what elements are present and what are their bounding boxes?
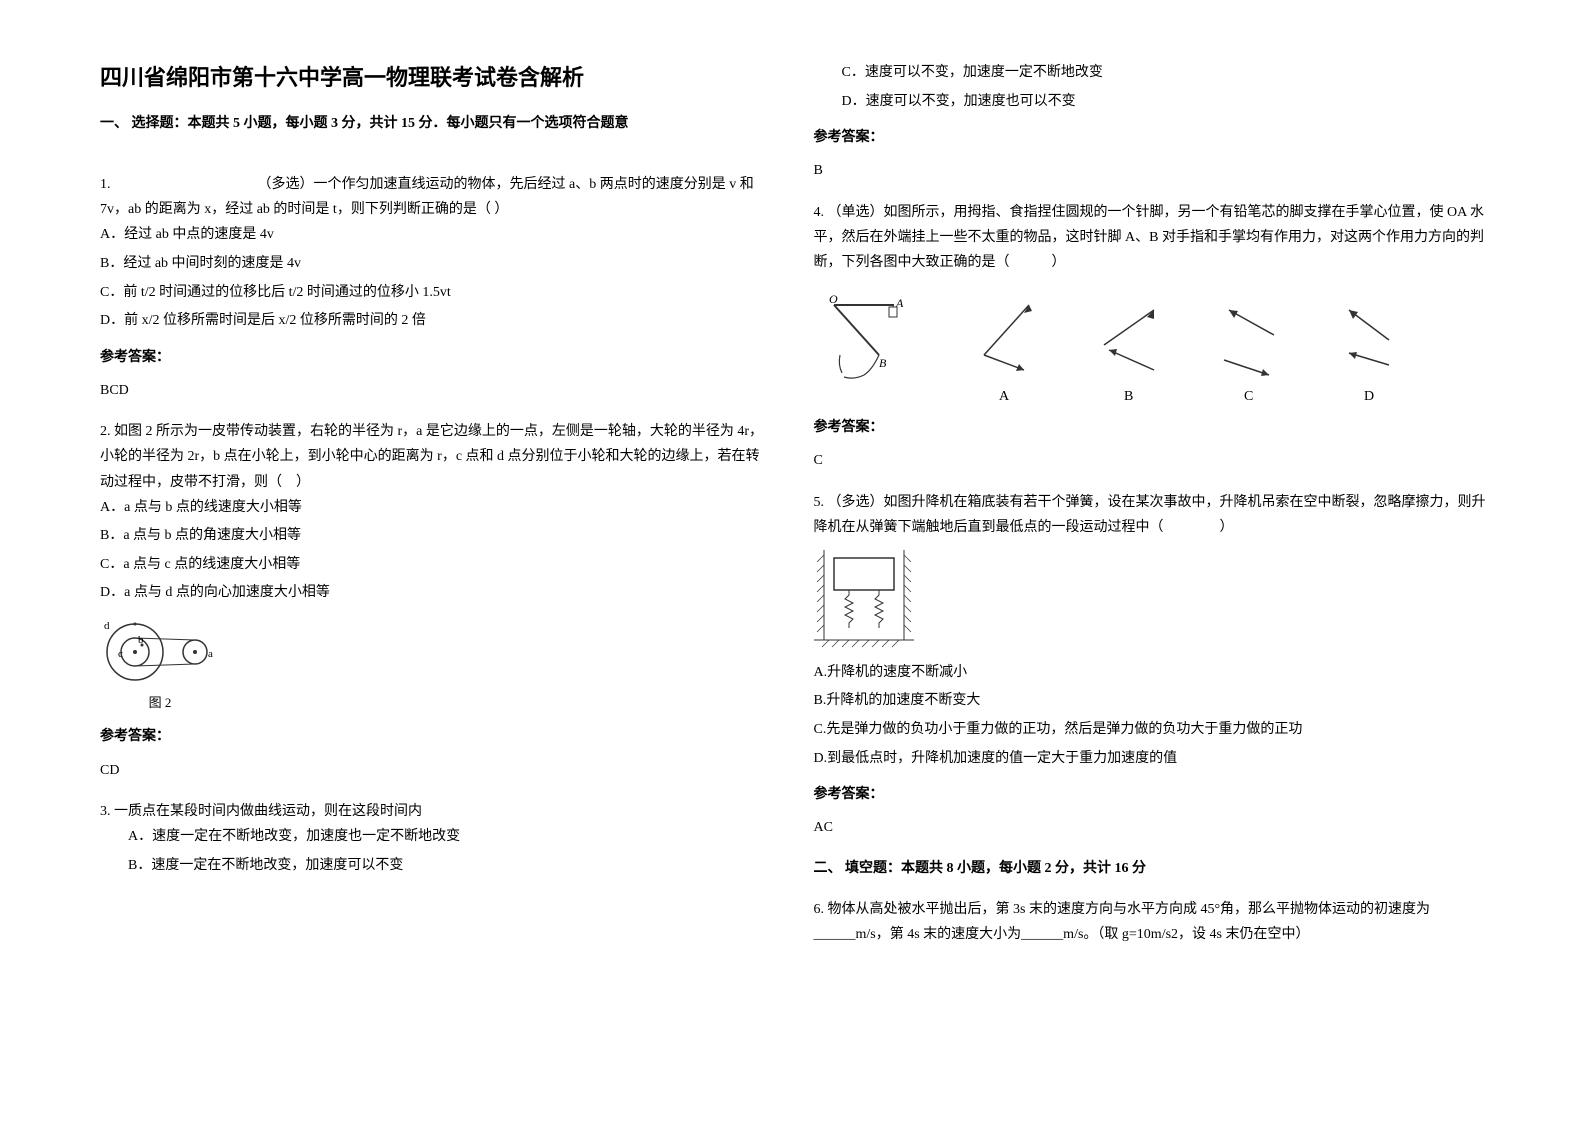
q3-stem: 3. 一质点在某段时间内做曲线运动，则在这段时间内 xyxy=(100,799,774,824)
svg-text:O: O xyxy=(829,292,838,306)
question-4: 4. （单选）如图所示，用拇指、食指捏住圆规的一个针脚，另一个有铅笔芯的脚支撑在… xyxy=(814,200,1488,474)
q3-optA: A．速度一定在不断地改变，加速度也一定不断地改变 xyxy=(100,824,774,851)
q3-answer: B xyxy=(814,158,1488,183)
q5-figure xyxy=(814,550,1488,650)
svg-text:a: a xyxy=(208,648,213,660)
q5-answer-label: 参考答案： xyxy=(814,782,1488,807)
q5-answer: AC xyxy=(814,815,1488,840)
svg-text:D: D xyxy=(1364,389,1374,404)
question-3: 3. 一质点在某段时间内做曲线运动，则在这段时间内 A．速度一定在不断地改变，加… xyxy=(100,799,774,879)
q2-optC: C．a 点与 c 点的线速度大小相等 xyxy=(100,552,774,579)
q2-optD: D．a 点与 d 点的向心加速度大小相等 xyxy=(100,580,774,607)
q1-optC: C．前 t/2 时间通过的位移比后 t/2 时间通过的位移小 1.5vt xyxy=(100,280,774,307)
compass-forces-diagram-icon: O A B A xyxy=(814,285,1434,405)
q1-optB: B．经过 ab 中间时刻的速度是 4v xyxy=(100,251,774,278)
question-6: 6. 物体从高处被水平抛出后，第 3s 末的速度方向与水平方向成 45°角，那么… xyxy=(814,897,1488,947)
question-3-cont: C．速度可以不变，加速度一定不断地改变 D．速度可以不变，加速度也可以不变 参考… xyxy=(814,60,1488,184)
pulley-diagram-icon: d c b a xyxy=(100,617,220,687)
svg-text:A: A xyxy=(895,296,904,310)
q2-stem: 2. 如图 2 所示为一皮带传动装置，右轮的半径为 r，a 是它边缘上的一点，左… xyxy=(100,419,774,495)
q4-answer-label: 参考答案： xyxy=(814,415,1488,440)
q2-optB: B．a 点与 b 点的角速度大小相等 xyxy=(100,523,774,550)
question-2: 2. 如图 2 所示为一皮带传动装置，右轮的半径为 r，a 是它边缘上的一点，左… xyxy=(100,419,774,783)
q2-optA: A．a 点与 b 点的线速度大小相等 xyxy=(100,495,774,522)
left-column: 四川省绵阳市第十六中学高一物理联考试卷含解析 一、 选择题：本题共 5 小题，每… xyxy=(80,60,794,1062)
q4-answer: C xyxy=(814,448,1488,473)
q1-answer: BCD xyxy=(100,378,774,403)
q4-stem: 4. （单选）如图所示，用拇指、食指捏住圆规的一个针脚，另一个有铅笔芯的脚支撑在… xyxy=(814,200,1488,276)
q5-optC: C.先是弹力做的负功小于重力做的正功，然后是弹力做的负功大于重力做的正功 xyxy=(814,717,1488,744)
q5-optB: B.升降机的加速度不断变大 xyxy=(814,688,1488,715)
right-column: C．速度可以不变，加速度一定不断地改变 D．速度可以不变，加速度也可以不变 参考… xyxy=(794,60,1508,1062)
q3-optD: D．速度可以不变，加速度也可以不变 xyxy=(814,89,1488,116)
svg-text:A: A xyxy=(999,389,1010,404)
svg-text:d: d xyxy=(104,620,110,632)
svg-text:B: B xyxy=(879,356,887,370)
q6-stem: 6. 物体从高处被水平抛出后，第 3s 末的速度方向与水平方向成 45°角，那么… xyxy=(814,897,1488,947)
q2-figure: d c b a 图 2 xyxy=(100,617,220,714)
page-title: 四川省绵阳市第十六中学高一物理联考试卷含解析 xyxy=(100,60,774,92)
svg-text:c: c xyxy=(118,648,123,660)
section1-header: 一、 选择题：本题共 5 小题，每小题 3 分，共计 15 分．每小题只有一个选… xyxy=(100,112,774,132)
q5-stem: 5. （多选）如图升降机在箱底装有若干个弹簧，设在某次事故中，升降机吊索在空中断… xyxy=(814,490,1488,540)
question-1: 1. （多选）一个作匀加速直线运动的物体，先后经过 a、b 两点时的速度分别是 … xyxy=(100,172,774,403)
q2-answer: CD xyxy=(100,758,774,783)
q1-stem: 1. （多选）一个作匀加速直线运动的物体，先后经过 a、b 两点时的速度分别是 … xyxy=(100,172,774,222)
question-5: 5. （多选）如图升降机在箱底装有若干个弹簧，设在某次事故中，升降机吊索在空中断… xyxy=(814,490,1488,841)
elevator-spring-diagram-icon xyxy=(814,550,924,650)
section2-header: 二、 填空题：本题共 8 小题，每小题 2 分，共计 16 分 xyxy=(814,857,1488,877)
q5-optA: A.升降机的速度不断减小 xyxy=(814,660,1488,687)
q2-fig-label: 图 2 xyxy=(100,691,220,714)
q3-optC: C．速度可以不变，加速度一定不断地改变 xyxy=(814,60,1488,87)
q3-answer-label: 参考答案： xyxy=(814,125,1488,150)
svg-text:C: C xyxy=(1244,389,1253,404)
q1-answer-label: 参考答案： xyxy=(100,345,774,370)
q3-optB: B．速度一定在不断地改变，加速度可以不变 xyxy=(100,853,774,880)
q5-optD: D.到最低点时，升降机加速度的值一定大于重力加速度的值 xyxy=(814,746,1488,773)
spacer xyxy=(100,152,774,172)
q4-figure: O A B A xyxy=(814,285,1488,405)
q1-optA: A．经过 ab 中点的速度是 4v xyxy=(100,222,774,249)
q2-answer-label: 参考答案： xyxy=(100,724,774,749)
q1-optD: D．前 x/2 位移所需时间是后 x/2 位移所需时间的 2 倍 xyxy=(100,308,774,335)
svg-text:B: B xyxy=(1124,389,1133,404)
